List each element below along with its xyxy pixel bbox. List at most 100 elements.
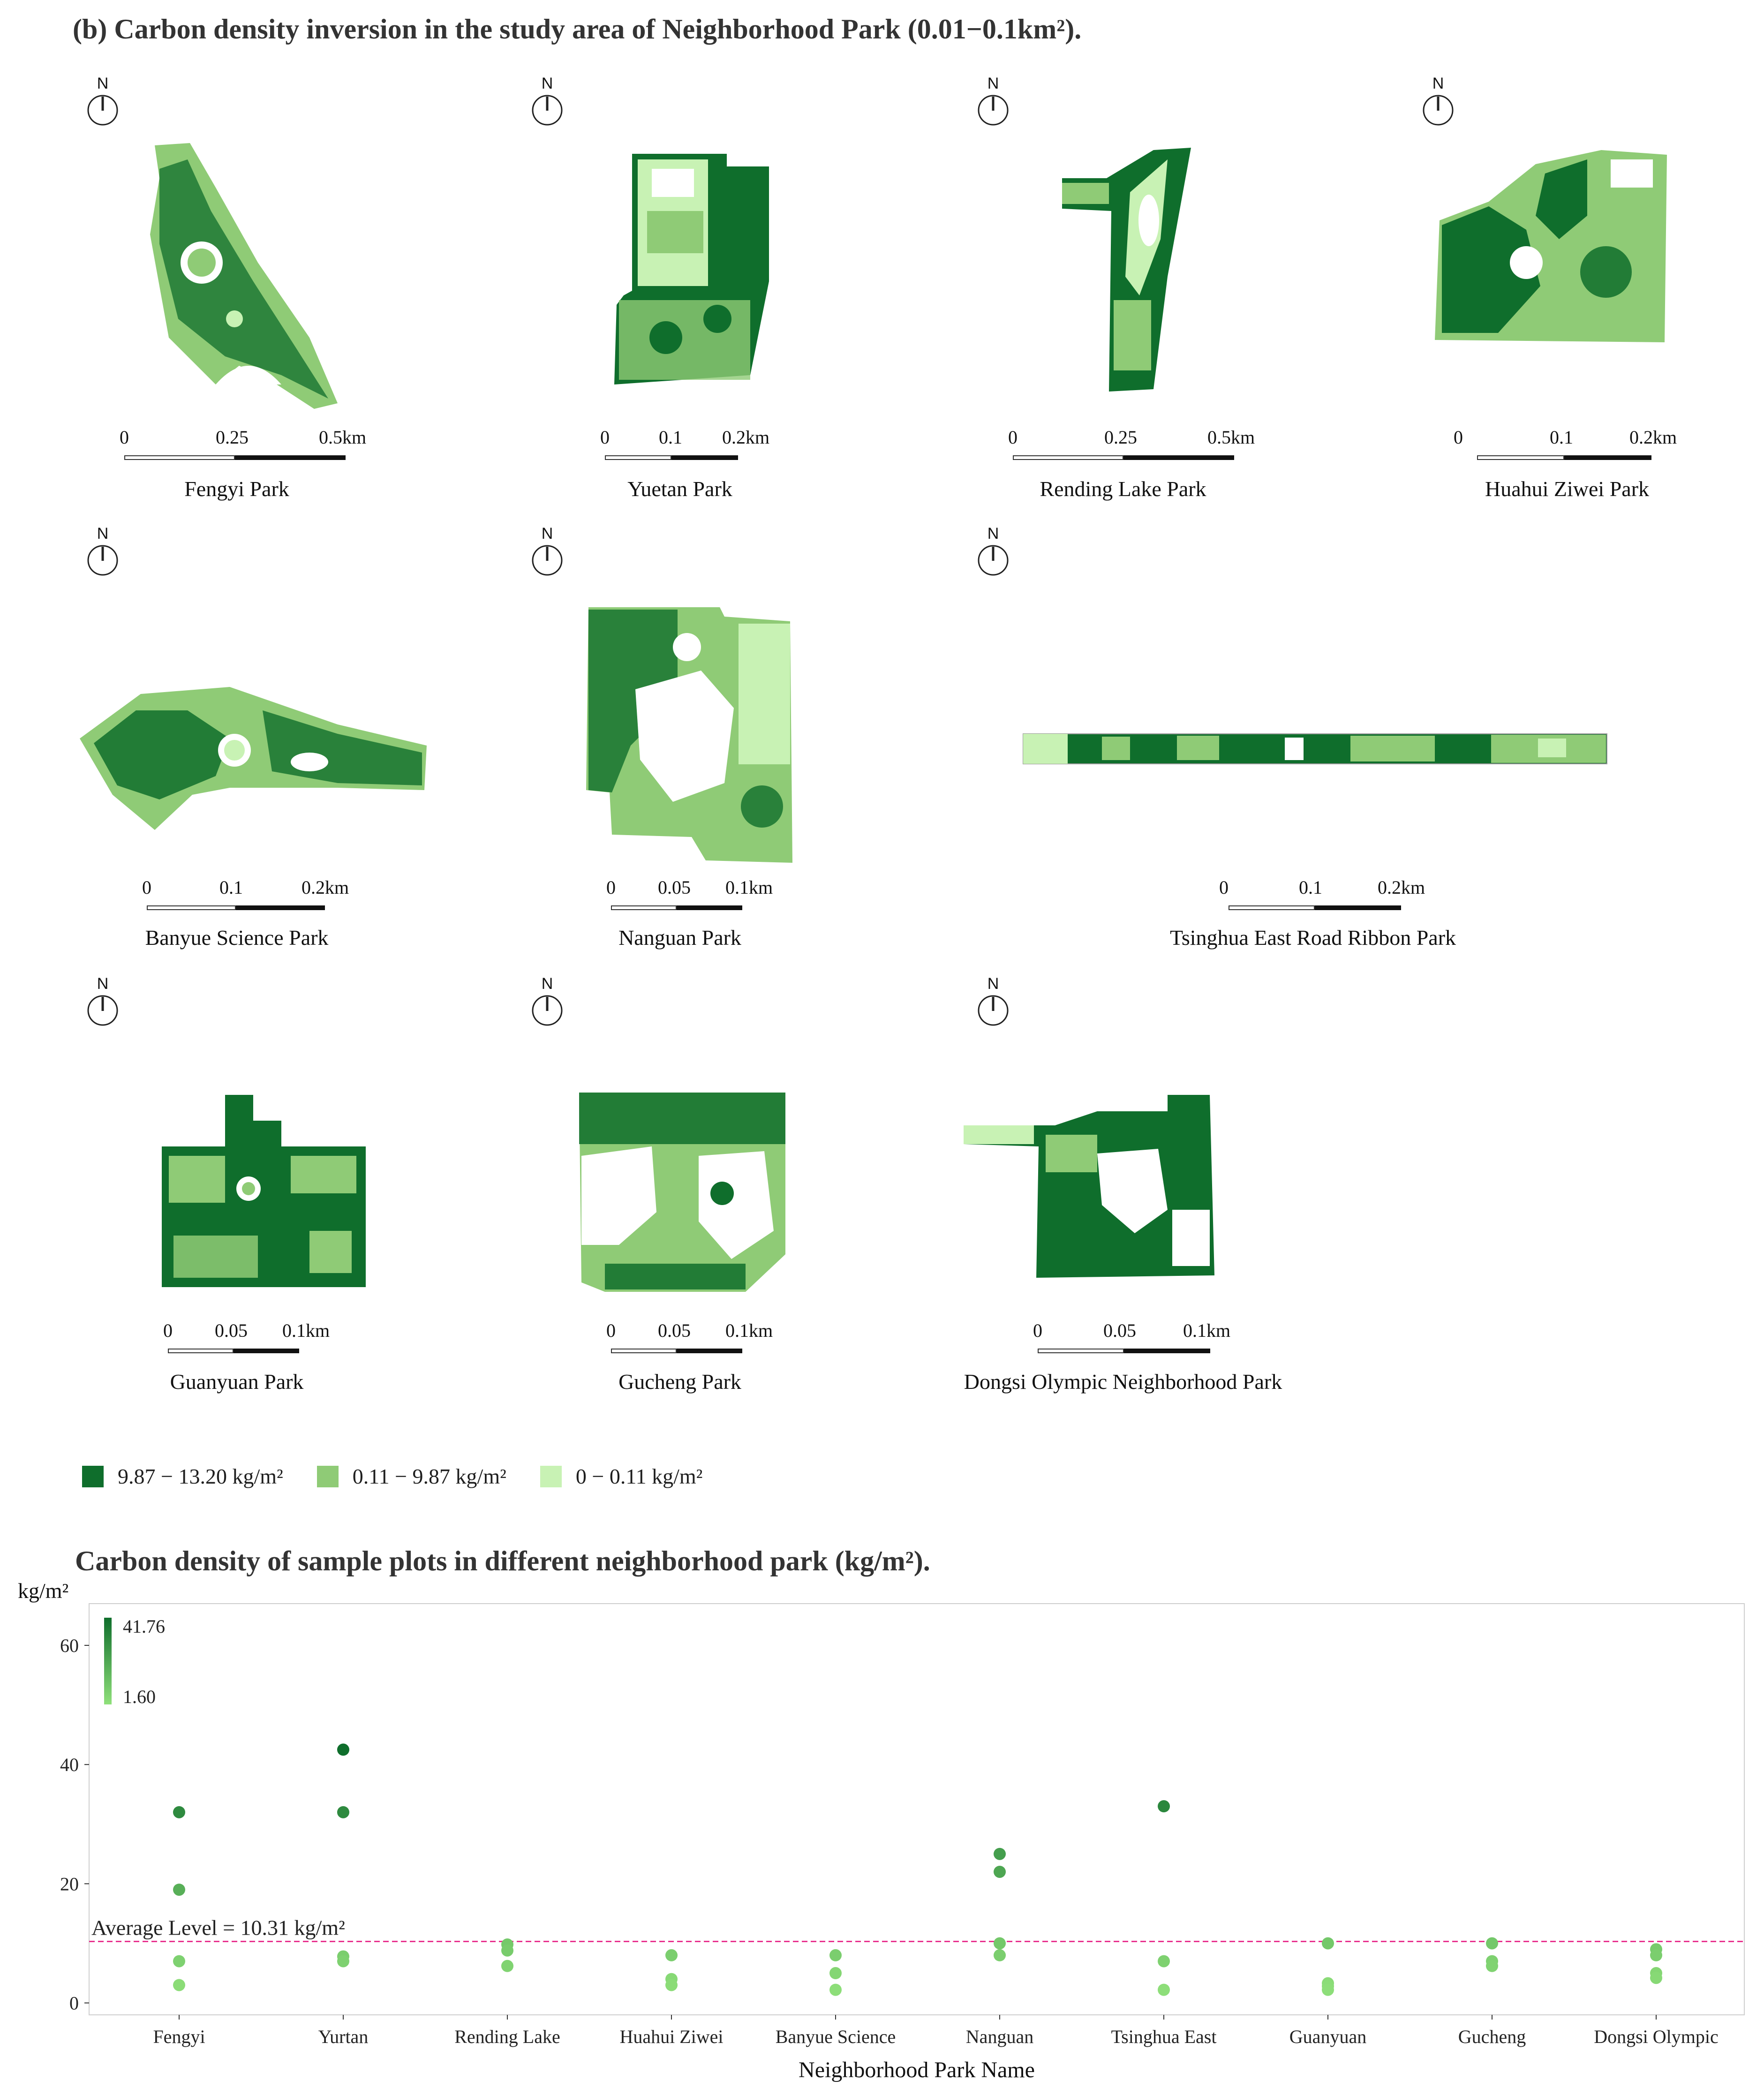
x-tick-label: Guanyuan	[1289, 2026, 1366, 2047]
colorbar-min-label: 1.60	[123, 1686, 156, 1707]
scale-bar: 0 0.05 0.1km	[163, 1321, 402, 1364]
data-point	[173, 1884, 185, 1896]
north-arrow-icon: N	[86, 75, 119, 136]
north-arrow-icon: N	[86, 525, 119, 586]
park-name: Banyue Science Park	[145, 926, 329, 950]
north-arrow-icon: N	[531, 525, 564, 586]
data-point	[173, 1806, 185, 1818]
legend-swatch-high	[82, 1465, 104, 1487]
scale-bar: 0 0.1 0.2km	[600, 428, 839, 470]
legend-item-mid: 0.11 − 9.87 kg/m²	[317, 1464, 506, 1489]
plot-frame	[89, 1603, 1745, 2015]
north-arrow-icon: N	[1422, 75, 1455, 136]
colorbar-max-label: 41.76	[123, 1616, 165, 1637]
scale-bar: 0 0.1 0.2km	[1454, 428, 1711, 470]
chart-title: Carbon density of sample plots in differ…	[75, 1545, 930, 1576]
scale-bar: 0 0.25 0.5km	[120, 428, 366, 470]
data-point	[173, 1955, 185, 1967]
average-label: Average Level = 10.31 kg/m²	[91, 1916, 345, 1940]
data-point	[665, 1949, 678, 1961]
north-arrow-icon: N	[531, 975, 564, 1036]
legend-swatch-mid	[317, 1465, 339, 1487]
figure-title: (b) Carbon density inversion in the stud…	[73, 14, 1082, 45]
north-arrow-icon: N	[977, 525, 1010, 586]
data-point	[1322, 1937, 1334, 1950]
data-point	[829, 1983, 842, 1996]
data-point	[1158, 1983, 1170, 1996]
gucheng-park-map	[579, 1093, 785, 1292]
scale-bar: 0 0.05 0.1km	[1033, 1321, 1272, 1364]
legend-label-high: 9.87 − 13.20 kg/m²	[118, 1464, 283, 1488]
rending-lake-park-map	[1062, 148, 1191, 392]
yuetan-park-map	[614, 154, 769, 384]
data-point	[1158, 1955, 1170, 1967]
x-tick-label: Tsinghua East	[1111, 2026, 1217, 2047]
x-tick-label: Huahui Ziwei	[619, 2026, 723, 2047]
data-point	[994, 1937, 1006, 1950]
x-tick-label: Dongsi Olympic	[1594, 2026, 1719, 2047]
legend-label-low: 0 − 0.11 kg/m²	[575, 1464, 703, 1488]
x-tick-label: Gucheng	[1458, 2026, 1526, 2047]
data-point	[829, 1949, 842, 1961]
data-point	[173, 1979, 185, 1991]
legend-item-high: 9.87 − 13.20 kg/m²	[82, 1464, 283, 1489]
park-name: Gucheng Park	[618, 1370, 741, 1394]
data-point	[337, 1743, 349, 1756]
data-point	[994, 1847, 1006, 1860]
data-point	[994, 1949, 1006, 1961]
park-name: Rending Lake Park	[1040, 477, 1206, 501]
park-name: Huahui Ziwei Park	[1485, 477, 1650, 501]
x-tick-label: Nanguan	[966, 2026, 1033, 2047]
north-arrow-icon: N	[86, 975, 119, 1036]
nanguan-park-map	[586, 607, 792, 863]
y-tick-label: 20	[60, 1873, 79, 1894]
data-point	[1650, 1972, 1662, 1984]
data-point	[1486, 1960, 1498, 1972]
scale-bar: 0 0.05 0.1km	[606, 878, 845, 920]
legend-label-mid: 0.11 − 9.87 kg/m²	[352, 1464, 506, 1488]
data-point	[1486, 1937, 1498, 1950]
scale-bar: 0 0.1 0.2km	[142, 878, 381, 920]
park-name: Fengyi Park	[184, 477, 289, 501]
map-legend: 9.87 − 13.20 kg/m² 0.11 − 9.87 kg/m² 0 −…	[82, 1464, 736, 1489]
data-point	[1158, 1800, 1170, 1813]
north-arrow-icon: N	[977, 75, 1010, 136]
scale-bar: 0 0.25 0.5km	[1008, 428, 1255, 470]
data-point	[337, 1806, 349, 1818]
x-tick-label: Banyue Science	[776, 2026, 896, 2047]
data-point	[1322, 1983, 1334, 1996]
fengyi-park-map	[150, 143, 338, 409]
y-tick-label: 60	[60, 1635, 79, 1656]
banyue-science-park-map	[80, 687, 427, 830]
data-point	[501, 1944, 513, 1957]
data-point	[665, 1979, 678, 1991]
park-name: Guanyuan Park	[170, 1370, 304, 1394]
scale-bar: 0 0.1 0.2km	[1219, 878, 1463, 920]
colorbar	[104, 1618, 112, 1704]
park-name: Dongsi Olympic Neighborhood Park	[964, 1370, 1282, 1394]
legend-swatch-low	[540, 1465, 562, 1487]
x-tick-label: Rending Lake	[454, 2026, 560, 2047]
y-axis-unit-label: kg/m²	[18, 1579, 68, 1603]
y-tick-label: 40	[60, 1754, 79, 1775]
x-axis-label: Neighborhood Park Name	[799, 2058, 1035, 2082]
park-name: Yuetan Park	[627, 477, 732, 501]
data-point	[337, 1955, 349, 1967]
y-tick-label: 0	[69, 1993, 79, 2014]
legend-item-low: 0 − 0.11 kg/m²	[540, 1464, 703, 1489]
north-arrow-icon: N	[977, 975, 1010, 1036]
scatter-chart: kg/m² 0 20 40 60 Average Level = 10.31 kg/m…	[18, 1579, 1745, 2082]
data-point	[994, 1865, 1006, 1878]
park-name: Tsinghua East Road Ribbon Park	[1169, 926, 1456, 950]
data-point	[501, 1960, 513, 1972]
data-point	[829, 1967, 842, 1980]
scale-bar: 0 0.05 0.1km	[606, 1321, 845, 1364]
huahui-ziwei-park-map	[1435, 150, 1667, 342]
tsinghua-east-park-map	[1023, 733, 1607, 764]
x-tick-label: Yurtan	[318, 2026, 369, 2047]
guanyuan-park-map	[162, 1095, 366, 1287]
dongsi-olympic-park-map	[964, 1095, 1214, 1278]
north-arrow-icon: N	[531, 75, 564, 136]
data-point	[1650, 1949, 1662, 1961]
x-tick-label: Fengyi	[153, 2026, 205, 2047]
